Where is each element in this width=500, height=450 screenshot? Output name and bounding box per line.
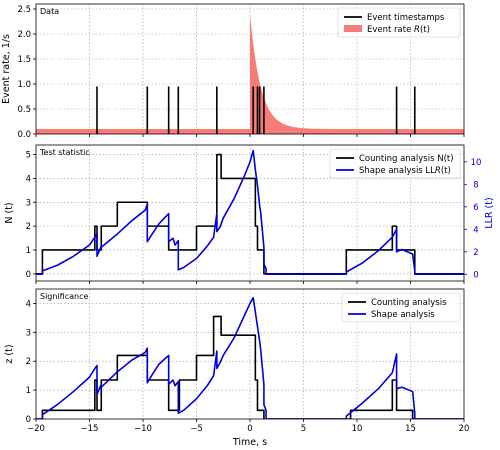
y-axis-label: Event rate, 1/s	[1, 34, 12, 104]
x-tick-label: −10	[134, 424, 152, 434]
y-tick-label: 3	[26, 198, 31, 208]
legend-label: Counting analysis	[371, 298, 447, 308]
y-tick-label: 1.5	[17, 55, 31, 65]
legend-box	[329, 148, 461, 179]
y-tick-label: 2.5	[17, 5, 31, 15]
x-tick-label: 20	[459, 424, 470, 434]
x-tick-label: 5	[301, 424, 306, 434]
y2-tick-label: 10	[471, 158, 482, 168]
plot-area	[36, 149, 464, 276]
event-rate-area	[36, 14, 464, 134]
legend-swatch	[344, 25, 362, 32]
panel-label: Significance	[40, 292, 88, 301]
plot-area	[36, 14, 464, 134]
y2-tick-label: 4	[473, 225, 478, 235]
x-tick-label: 0	[247, 424, 252, 434]
legend-box	[337, 7, 461, 38]
y-tick-label: 1.0	[17, 80, 31, 90]
y-tick-label: 5	[26, 151, 31, 161]
legend-label: Event timestamps	[367, 13, 445, 23]
y-axis-label: z (t)	[4, 344, 15, 363]
x-tick-label: 10	[352, 424, 363, 434]
panel-significance: 0 1 2 3 4 −20 −15 −10 −5 0 5 10 15 20 z (t) Time, s Sign…	[4, 288, 470, 448]
y-tick-label: 0	[26, 270, 31, 280]
y-tick-label: 2	[26, 357, 31, 367]
legend: Counting analysis N(t) Shape analysis LLR…	[329, 148, 461, 179]
y-tick-label: 1	[26, 246, 31, 256]
x-tick-label: −20	[27, 424, 45, 434]
legend-label: Shape analysis	[371, 310, 435, 320]
legend-label: Counting analysis N(t)	[359, 154, 454, 164]
y-tick-label: 2.0	[17, 30, 31, 40]
series-line-1	[36, 149, 464, 276]
legend-label-italic: R	[414, 25, 420, 35]
legend-label: Event rate R(t)	[367, 25, 430, 35]
y2-tick-label: 8	[473, 180, 478, 190]
y2-tick-label: 2	[473, 248, 478, 258]
series-line-1	[36, 296, 464, 419]
panel-label: Data	[40, 7, 59, 16]
y-tick-label: 4	[26, 299, 31, 309]
x-tick-label: −15	[81, 424, 99, 434]
y-axis-label: N (t)	[4, 202, 15, 223]
y-tick-label: 3	[26, 328, 31, 338]
y2-axis-label: LLR (t)	[484, 197, 495, 228]
y2-tick-label: 6	[473, 203, 478, 213]
y-tick-label: 0.0	[17, 130, 31, 140]
legend: Event timestamps Event rate R(t)	[337, 7, 461, 38]
y-tick-label: 0.5	[17, 105, 31, 115]
y-tick-label: 1	[26, 386, 31, 396]
plot-area	[36, 296, 464, 419]
y2-tick-label: 0	[473, 270, 478, 280]
panel-test-statistic: 0 1 2 3 4 5 0 2 4 6 8 10 LLR (t) N (t) Test statistic C…	[4, 144, 495, 284]
panel-data: 0.0 0.5 1.0 1.5 2.0 2.5 Event rate, 1/s Data Eve…	[1, 3, 465, 140]
y-tick-label: 4	[26, 174, 31, 184]
legend-label-italic: R	[435, 166, 441, 176]
legend-box	[341, 292, 461, 323]
x-axis-label: Time, s	[232, 437, 267, 448]
y-tick-label: 0	[26, 415, 31, 425]
x-tick-label: 15	[405, 424, 416, 434]
y-tick-label: 2	[26, 222, 31, 232]
x-tick-label: −5	[190, 424, 203, 434]
panel-label: Test statistic	[39, 148, 90, 157]
legend-label: Shape analysis LLR(t)	[359, 166, 451, 176]
legend: Counting analysis Shape analysis	[341, 292, 461, 323]
